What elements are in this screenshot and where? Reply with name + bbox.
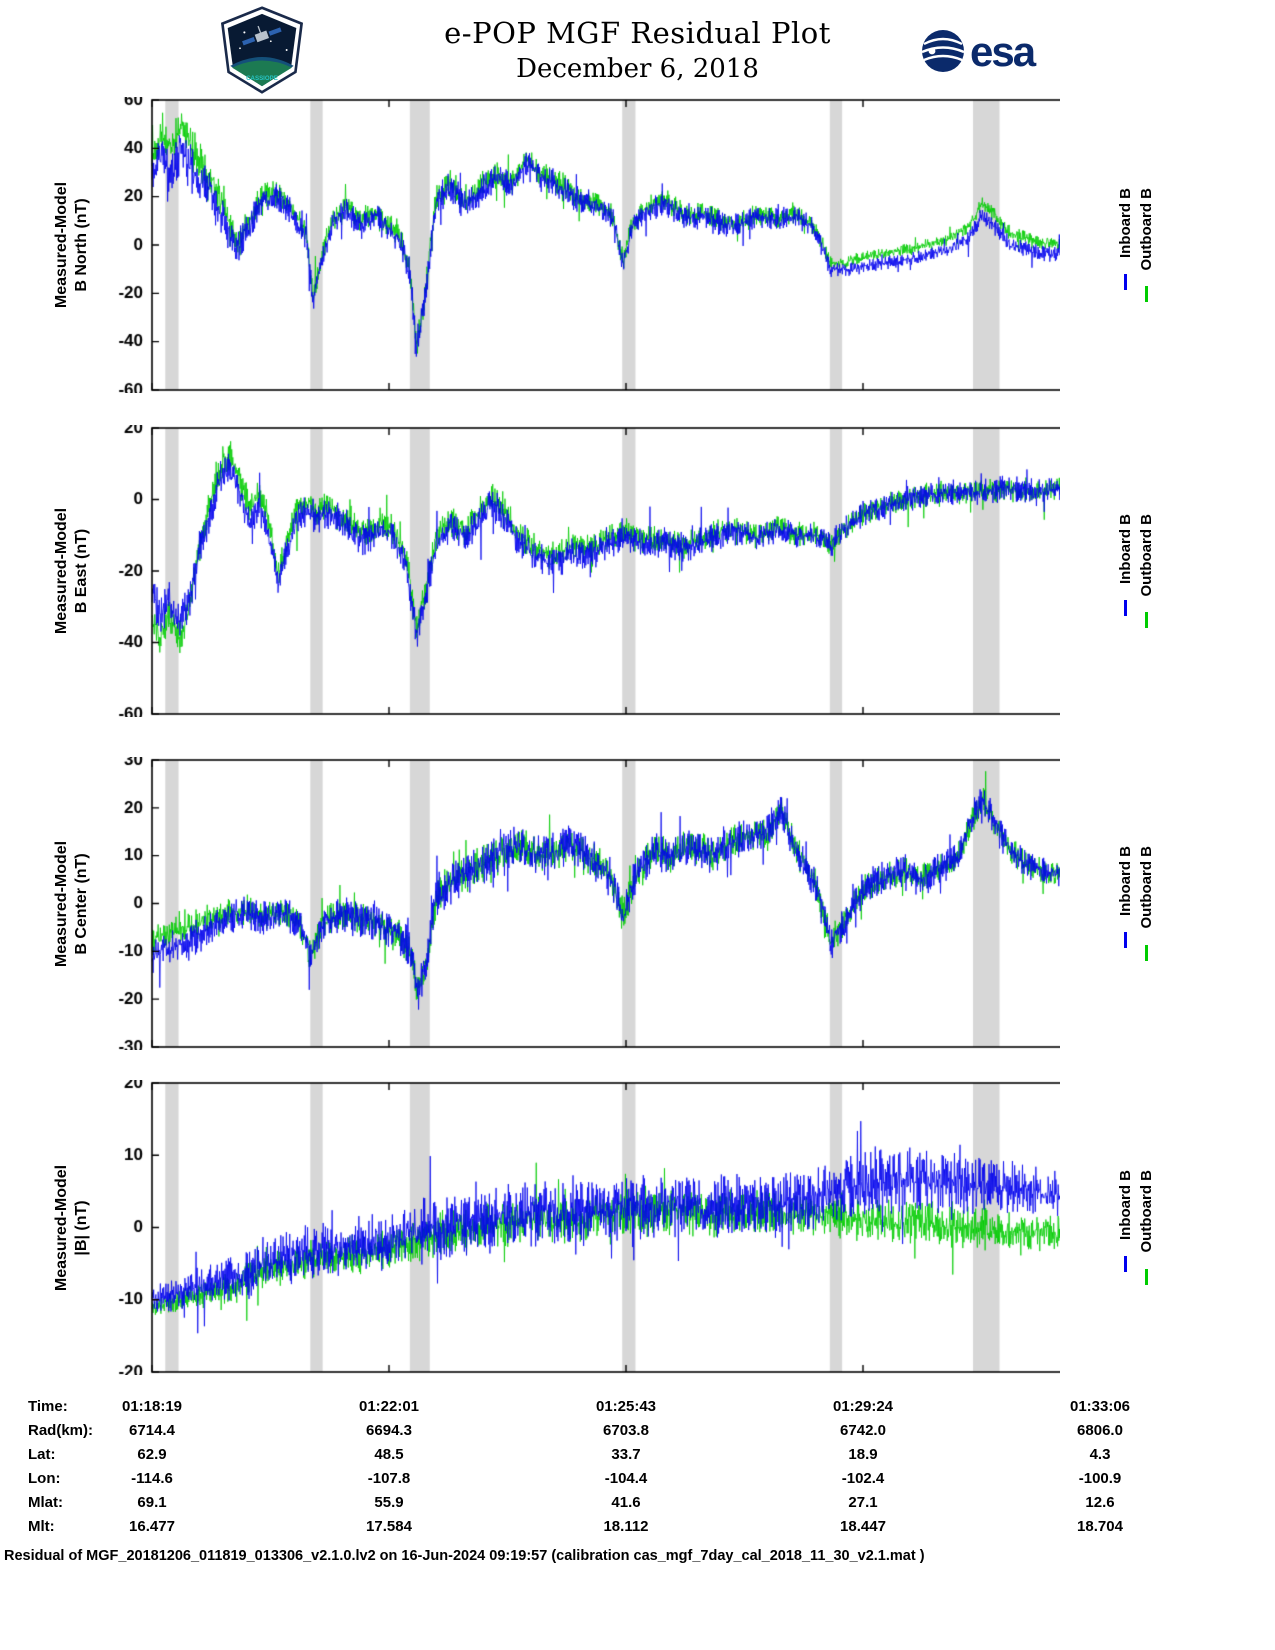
table-cell: 01:22:01 (358, 1398, 420, 1415)
table-cell: -114.6 (131, 1470, 173, 1487)
panel-b-center: Measured-ModelB Center (nT)Inboard BOutb… (0, 757, 1275, 1050)
table-row-label: Time: (28, 1398, 68, 1415)
plot-canvas-b-center (50, 757, 1060, 1050)
table-row-label: Rad(km): (28, 1422, 94, 1439)
legend-label: Inboard B (1117, 1170, 1134, 1241)
table-cell: 18.112 (603, 1518, 649, 1535)
legend-label: Outboard B (1138, 1170, 1155, 1253)
table-cell: 62.9 (137, 1446, 167, 1463)
esa-globe-icon: esa (921, 28, 1039, 75)
legend-label: Inboard B (1117, 187, 1134, 258)
table-cell: 18.704 (1077, 1518, 1123, 1535)
legend-label: Outboard B (1138, 187, 1155, 271)
table-row-label: Lat: (28, 1446, 56, 1463)
table-cell: 6703.8 (603, 1422, 649, 1439)
legend-entry: Outboard B (1138, 514, 1155, 629)
cassiope-patch-logo: CASSIOPE (218, 6, 306, 94)
legend-entry: Inboard B (1117, 1170, 1134, 1285)
esa-logo: esa (918, 24, 1043, 78)
table-cell: 01:18:19 (121, 1398, 183, 1415)
outboard-legend-mark (1145, 612, 1148, 629)
table-cell: 27.1 (848, 1494, 878, 1511)
table-cell: 48.5 (374, 1446, 404, 1463)
table-cell: 41.6 (611, 1494, 641, 1511)
panel-b-east: Measured-ModelB East (nT)Inboard BOutboa… (0, 425, 1275, 717)
table-cell: -102.4 (841, 1470, 885, 1487)
table-cell: 17.584 (366, 1518, 412, 1535)
panel-b-magnitude: Measured-Model|B| (nT)Inboard BOutboard … (0, 1080, 1275, 1375)
table-cell: 18.447 (840, 1518, 886, 1535)
legend-b-magnitude: Inboard B Outboard B (1106, 1080, 1166, 1375)
plot-canvas-b-east (50, 425, 1060, 717)
legend-b-east: Inboard B Outboard B (1106, 425, 1166, 717)
legend-entry: Outboard B (1138, 846, 1155, 961)
table-cell: 12.6 (1085, 1494, 1115, 1511)
inboard-legend-mark (1124, 1256, 1127, 1273)
table-row-label: Lon: (28, 1470, 61, 1487)
legend-entry: Inboard B (1117, 846, 1134, 961)
table-cell: -100.9 (1078, 1470, 1122, 1487)
table-cell: 4.3 (1089, 1446, 1111, 1463)
inboard-legend-mark (1124, 599, 1127, 616)
legend-entry: Outboard B (1138, 188, 1155, 303)
panel-b-north: Measured-ModelB North (nT)Inboard BOutbo… (0, 97, 1275, 393)
outboard-legend-mark (1145, 944, 1148, 961)
table-cell: 01:25:43 (595, 1398, 657, 1415)
table-cell: 55.9 (374, 1494, 404, 1511)
table-cell: 69.1 (137, 1494, 167, 1511)
legend-entry: Inboard B (1117, 188, 1134, 303)
inboard-legend-mark (1124, 273, 1127, 290)
outboard-legend-mark (1145, 286, 1148, 303)
table-row-label: Mlt: (28, 1518, 55, 1535)
table-cell: 6714.4 (129, 1422, 175, 1439)
legend-entry: Inboard B (1117, 514, 1134, 629)
legend-b-center: Inboard B Outboard B (1106, 757, 1166, 1050)
legend-label: Outboard B (1138, 513, 1155, 597)
table-cell: 6742.0 (840, 1422, 886, 1439)
legend-label: Inboard B (1117, 846, 1134, 917)
table-cell: 01:29:24 (832, 1398, 894, 1415)
table-cell: -107.8 (367, 1470, 411, 1487)
file-caption: Residual of MGF_20181206_011819_013306_v… (4, 1548, 925, 1564)
page-title: e-POP MGF Residual Plot (444, 16, 831, 50)
table-cell: 33.7 (611, 1446, 641, 1463)
table-cell: 6806.0 (1077, 1422, 1123, 1439)
inboard-legend-mark (1124, 932, 1127, 949)
svg-text:CASSIOPE: CASSIOPE (246, 75, 278, 82)
legend-label: Inboard B (1117, 513, 1134, 584)
table-cell: 6694.3 (366, 1422, 412, 1439)
svg-text:esa: esa (970, 28, 1037, 75)
plot-canvas-b-magnitude (50, 1080, 1060, 1375)
legend-entry: Outboard B (1138, 1170, 1155, 1285)
outboard-legend-mark (1145, 1268, 1148, 1285)
table-cell: 18.9 (848, 1446, 878, 1463)
page-subtitle: December 6, 2018 (516, 54, 759, 84)
table-cell: -104.4 (604, 1470, 648, 1487)
table-cell: 01:33:06 (1069, 1398, 1131, 1415)
legend-b-north: Inboard B Outboard B (1106, 97, 1166, 393)
table-cell: 16.477 (129, 1518, 175, 1535)
cassiope-patch-icon: CASSIOPE (220, 6, 304, 94)
plot-canvas-b-north (50, 97, 1060, 393)
legend-label: Outboard B (1138, 846, 1155, 929)
table-row-label: Mlat: (28, 1494, 63, 1511)
